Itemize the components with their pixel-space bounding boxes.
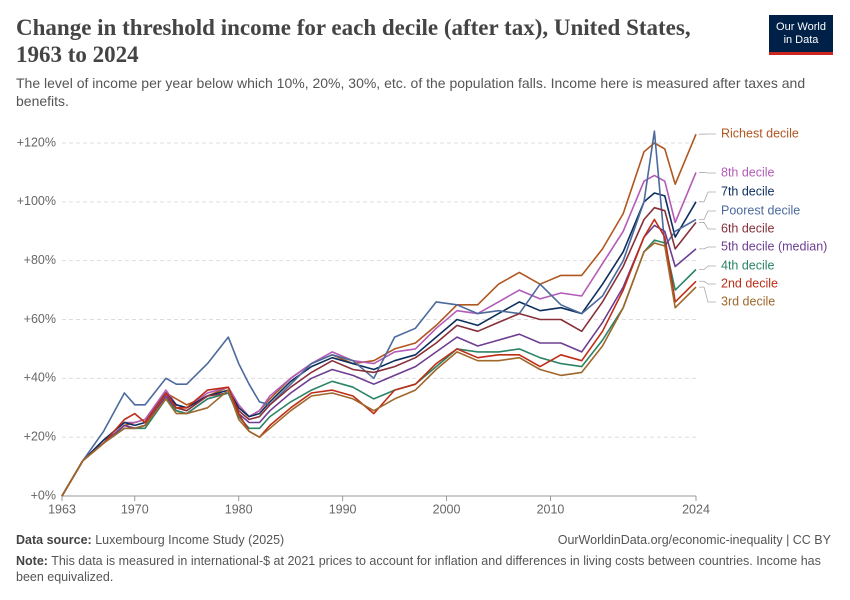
x-tick-label: 1970	[121, 502, 149, 516]
label-connector	[699, 246, 716, 250]
series-line	[61, 133, 697, 497]
series-line	[61, 130, 697, 497]
legend-label: 4th decile	[721, 258, 775, 272]
y-tick-label: +0%	[31, 488, 56, 502]
source: Luxembourg Income Study (2025)	[95, 533, 285, 547]
x-tick-label: 2024	[682, 502, 710, 516]
y-tick-label: +100%	[17, 194, 56, 208]
source-url[interactable]: OurWorldinData.org/economic-inequality |…	[557, 533, 831, 547]
y-tick-label: +40%	[24, 371, 56, 385]
series-line	[61, 224, 697, 497]
legend-label: 8th decile	[721, 165, 775, 179]
legend-label: 6th decile	[721, 221, 775, 235]
y-tick-label: +120%	[17, 135, 56, 149]
legend-label: 2nd decile	[721, 276, 778, 290]
label-connector	[699, 172, 716, 174]
note-label: Note:	[16, 554, 48, 568]
source-label: Data source:	[16, 533, 92, 547]
chart-title: Change in threshold income for each deci…	[16, 15, 691, 67]
legend-label: 7th decile	[721, 184, 775, 198]
label-connector	[699, 286, 716, 303]
footer: Data source: Luxembourg Income Study (20…	[16, 533, 831, 547]
legend-label: 5th decile (median)	[721, 239, 827, 253]
logo-text: Our World in Data	[776, 20, 826, 46]
series-line	[61, 218, 697, 497]
x-tick-label: 1963	[48, 502, 76, 516]
label-connector	[699, 210, 716, 220]
series-line	[61, 242, 697, 497]
y-tick-label: +20%	[24, 429, 56, 443]
label-connector	[699, 191, 716, 203]
logo[interactable]: Our World in Data	[769, 15, 833, 55]
x-tick-label: 2000	[433, 502, 461, 516]
x-tick-label: 1990	[329, 502, 357, 516]
y-tick-label: +80%	[24, 253, 56, 267]
x-tick-label: 1980	[225, 502, 253, 516]
series-line	[61, 192, 697, 497]
chart-subtitle: The level of income per year below which…	[16, 75, 806, 109]
x-tick-label: 2010	[537, 502, 565, 516]
legend-label: Poorest decile	[721, 203, 800, 217]
note-text: This data is measured in international-$…	[16, 554, 821, 584]
y-tick-label: +60%	[24, 312, 56, 326]
label-connector	[699, 222, 716, 230]
label-connector	[699, 265, 716, 270]
legend-label: Richest decile	[721, 126, 799, 140]
note: Note: This data is measured in internati…	[16, 553, 831, 585]
legend-label: 3rd decile	[721, 294, 775, 308]
label-connector	[699, 280, 716, 285]
